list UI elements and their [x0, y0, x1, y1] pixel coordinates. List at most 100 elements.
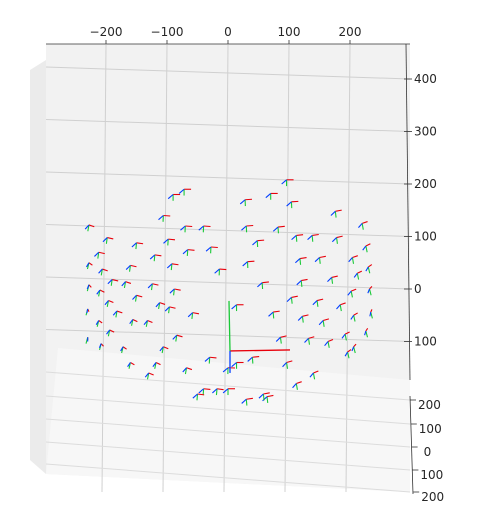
pose-frame [129, 318, 138, 326]
frame-z-axis [275, 336, 281, 342]
pose-frame [182, 249, 195, 256]
frame-x-axis [365, 243, 371, 247]
y-gridline [45, 441, 411, 471]
frame-z-axis [262, 396, 268, 402]
pose-frame [307, 233, 319, 242]
frame-x-axis [323, 318, 330, 322]
pose-frame [85, 308, 90, 316]
frame-x-axis [336, 235, 343, 239]
pose-frame [362, 243, 371, 253]
frame-z-axis [94, 251, 100, 257]
frame-y-axis [129, 265, 131, 272]
frame-y-axis [115, 310, 118, 318]
frame-y-axis [266, 396, 269, 403]
frame-x-axis [174, 288, 181, 291]
frame-x-axis [159, 302, 166, 305]
pose-frame [85, 337, 89, 344]
pose-frame [169, 288, 181, 296]
frame-z-axis [292, 383, 297, 389]
frame-x-axis [257, 239, 265, 242]
pose-frame [163, 238, 176, 246]
frame-z-axis [131, 242, 137, 248]
x-tick-label: 100 [278, 25, 301, 39]
frame-y-axis [367, 266, 371, 274]
x-tick-label: 200 [339, 25, 362, 39]
frame-x-axis [296, 381, 302, 385]
y-gridline [45, 395, 411, 425]
z-gridline [45, 119, 411, 132]
origin-y-axis [228, 300, 231, 351]
frame-x-axis [136, 242, 144, 245]
frame-z-axis [102, 237, 108, 243]
frame-z-axis [258, 393, 264, 399]
frame-z-axis [107, 279, 113, 285]
frame-z-axis [198, 388, 204, 394]
side-pane [30, 60, 46, 474]
z-gridline [45, 171, 411, 185]
frame-z-axis [121, 281, 126, 287]
z-gridline [45, 66, 411, 80]
frame-x-axis [301, 278, 308, 282]
frame-x-axis [273, 310, 280, 313]
frame-x-axis [312, 233, 319, 236]
pose-frame [180, 225, 193, 233]
frame-y-axis [368, 288, 372, 296]
pose-frame [347, 288, 357, 298]
pose-frame [314, 255, 326, 264]
frame-y-axis [135, 242, 138, 250]
pose-frame [275, 335, 287, 344]
x-tick-label: −200 [90, 25, 123, 39]
frame-y-axis [196, 393, 199, 401]
z-tick-label: 100 [414, 335, 437, 349]
pose-frame [272, 225, 285, 234]
frame-x-axis [291, 295, 298, 298]
frame-z-axis [367, 288, 371, 294]
x-gridline [284, 44, 290, 493]
pose-frame [212, 388, 224, 396]
pose-frame [132, 294, 143, 302]
pose-frame [312, 298, 324, 307]
frame-z-axis [281, 179, 287, 185]
frame-x-axis [99, 289, 105, 293]
pose-frame [94, 251, 105, 259]
frame-z-axis [239, 199, 246, 205]
frame-z-axis [180, 225, 186, 231]
frame-z-axis [330, 210, 336, 216]
frame-z-axis [241, 398, 247, 404]
frame-y-axis [300, 280, 303, 287]
y-tick-label: 100 [420, 468, 443, 482]
frame-y-axis [339, 304, 342, 312]
frame-x-axis [187, 249, 195, 251]
pose-frame [297, 314, 309, 323]
pose-frame [281, 179, 294, 187]
pose-frame [358, 221, 368, 230]
pose-frame [364, 327, 369, 338]
pose-frame [125, 264, 137, 272]
frame-y-axis [272, 312, 275, 319]
pose-frame [106, 329, 115, 337]
pose-frame [282, 360, 293, 369]
frame-x-axis [192, 312, 200, 315]
frame-z-axis [286, 201, 292, 207]
frame-y-axis [168, 306, 170, 314]
frame-z-axis [144, 372, 150, 378]
frame-x-axis [352, 255, 358, 259]
frame-y-axis [175, 335, 178, 342]
frame-z-axis [286, 297, 292, 302]
frame-z-axis [106, 329, 111, 335]
origin-x-axis [229, 349, 291, 352]
frame-y-axis [279, 337, 282, 344]
x-gridline [345, 44, 351, 493]
frame-x-axis [125, 281, 132, 284]
frame-x-axis [197, 393, 205, 396]
y-axis-ticks: 200 100 0 100 200 [410, 398, 444, 504]
frame-z-axis [242, 261, 248, 267]
frame-z-axis [149, 254, 156, 260]
frame-z-axis [353, 272, 358, 278]
frame-z-axis [336, 304, 341, 310]
pose-frame [187, 312, 200, 319]
frame-x-axis [98, 320, 103, 324]
frame-z-axis [204, 356, 211, 362]
frame-x-axis [88, 224, 95, 228]
